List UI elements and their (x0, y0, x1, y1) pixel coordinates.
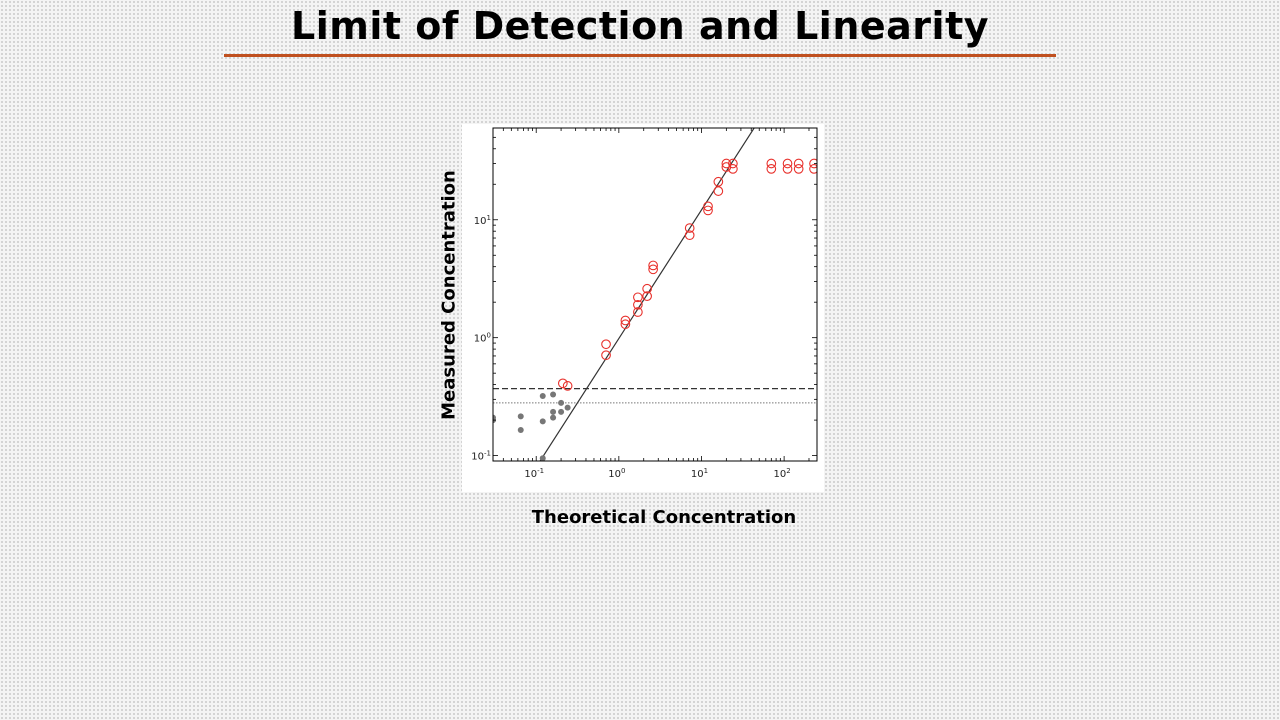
measured-point (703, 201, 713, 212)
measured-point (809, 158, 817, 169)
slide-title: Limit of Detection and Linearity (290, 4, 989, 48)
measured-point (557, 378, 568, 389)
measured-point (793, 158, 804, 169)
measured-point (620, 319, 631, 330)
measured-point (648, 264, 658, 275)
measured-point (642, 291, 652, 302)
measured-point (703, 205, 713, 216)
x-tick-label: 10-1 (524, 467, 544, 480)
measured-point (713, 186, 724, 196)
below-lod-point (550, 414, 557, 421)
measured-point (782, 164, 793, 174)
measured-point (633, 307, 643, 317)
x-tick-label: 101 (691, 467, 708, 480)
measured-point (648, 260, 658, 271)
measured-point (728, 158, 738, 169)
measured-point (633, 292, 643, 303)
axis-ticks (492, 127, 817, 462)
below-lod-point (550, 391, 557, 398)
plot-panel: 10-1 100 101 102 10-1 100 101 (462, 124, 824, 492)
measured-point (793, 164, 804, 174)
x-tick-label: 100 (608, 467, 625, 480)
measured-point (728, 164, 738, 174)
measured-point (766, 164, 777, 174)
measured-point (713, 176, 724, 187)
below-lod-point (558, 399, 565, 406)
measured-point (642, 283, 652, 294)
y-tick-label: 100 (474, 332, 491, 345)
linear-fit-line (539, 128, 755, 461)
below-lod-point (517, 413, 524, 420)
measured-point (601, 339, 611, 350)
below-lod-point (550, 408, 557, 415)
title-underline (224, 54, 1056, 57)
axes-frame (492, 127, 818, 462)
y-axis-label: Measured Concentration (438, 170, 460, 420)
measured-point (684, 230, 695, 241)
measured-point (809, 164, 817, 174)
below-lod-point (558, 408, 565, 415)
scatter-chart: 10-1 100 101 102 10-1 100 101 (471, 127, 818, 480)
measured-point (721, 158, 732, 169)
below-lod-point (564, 404, 571, 411)
below-lod-point (539, 418, 546, 425)
y-tick-label: 101 (474, 214, 491, 227)
measured-point (684, 223, 695, 233)
measured-point (766, 158, 777, 169)
measured-point (620, 315, 631, 326)
below-lod-point (517, 426, 524, 433)
below-lod-point (539, 393, 546, 400)
y-tick-label: 10-1 (471, 450, 491, 463)
plot-area (493, 128, 817, 461)
below-lod-point (539, 455, 546, 461)
measured-point (601, 350, 611, 361)
measured-point (782, 158, 793, 169)
measured-point (562, 381, 573, 391)
measured-point (633, 299, 643, 310)
x-axis-label: Theoretical Concentration (531, 507, 797, 528)
x-tick-label: 102 (774, 467, 791, 480)
